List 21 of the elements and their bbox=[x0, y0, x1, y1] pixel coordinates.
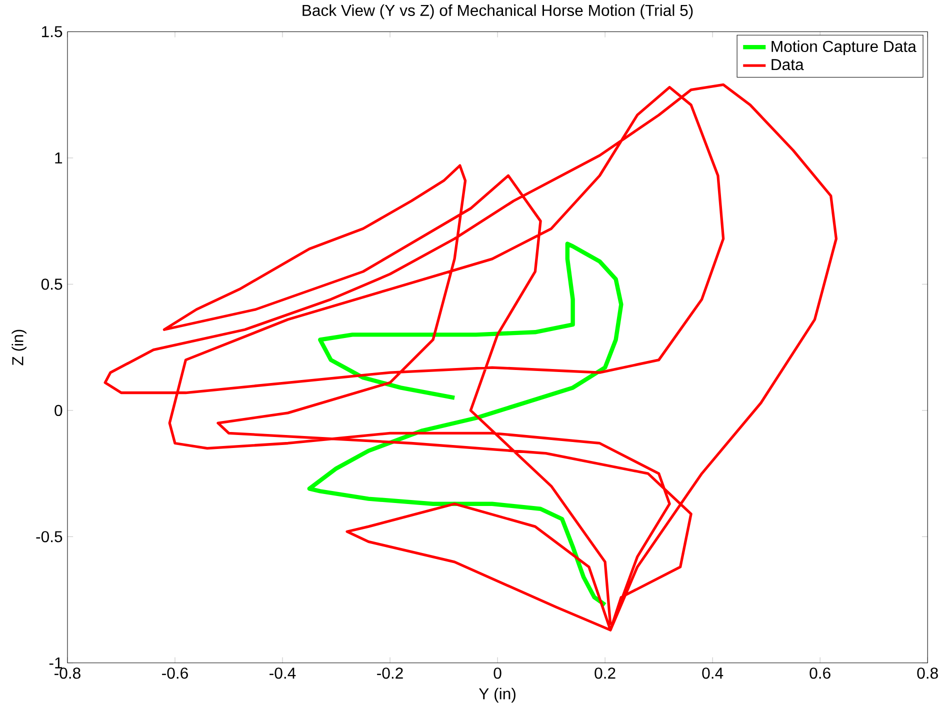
x-tick-label: 0.4 bbox=[702, 668, 724, 679]
y-tick-label: 0.5 bbox=[41, 278, 62, 290]
x-tick-label: -0.4 bbox=[270, 668, 296, 679]
x-tick-label: -0.2 bbox=[377, 668, 403, 679]
y-axis-title: Z (in) bbox=[12, 330, 26, 366]
y-tick-label: -1 bbox=[49, 657, 62, 668]
y-tick-label: -0.5 bbox=[36, 531, 62, 542]
line-series bbox=[104, 83, 838, 632]
y-tick-label: 1 bbox=[55, 152, 62, 164]
x-axis-title: Y (in) bbox=[478, 688, 516, 703]
x-tick-label: 0.2 bbox=[594, 668, 616, 679]
x-tick-label: 0 bbox=[494, 668, 502, 679]
x-tick-label: 0.6 bbox=[810, 668, 830, 679]
y-tick-label: 0 bbox=[54, 404, 62, 416]
x-tick-label: -0.6 bbox=[162, 668, 188, 679]
legend-label: Data bbox=[772, 59, 804, 70]
chart-title: Back View (Y vs Z) of Mechanical Horse Motion (Trial 5) bbox=[302, 4, 693, 20]
x-tick-label: 0.8 bbox=[917, 668, 938, 679]
legend-label: Motion Capture Data bbox=[772, 40, 916, 56]
y-tick-label: 1.5 bbox=[42, 26, 62, 38]
x-tick-label: -0.8 bbox=[54, 668, 80, 679]
